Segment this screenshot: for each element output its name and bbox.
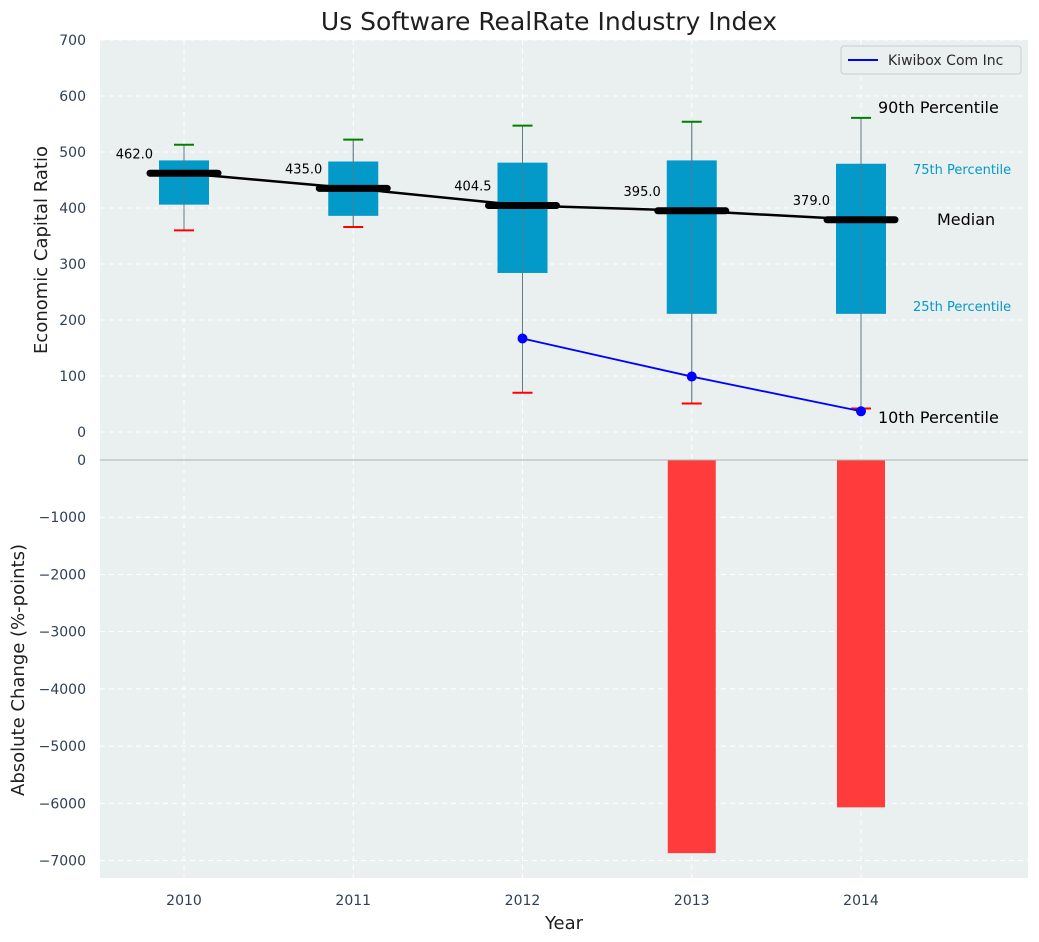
- median-trend-line: [183, 172, 862, 222]
- median-value-label: 404.5: [454, 179, 491, 194]
- percentile-annotations: 90th Percentile 75th Percentile Median 2…: [878, 98, 1011, 427]
- x-tick-label: 2012: [505, 893, 541, 909]
- top-y-ticks: 0 100 200 300 400 500 600 700: [59, 33, 86, 441]
- p75-annotation: 75th Percentile: [913, 163, 1011, 178]
- boxes: 462.0 435.0 404.5 395.0 379.0: [116, 116, 899, 410]
- bottom-y-tick-label: −5000: [39, 739, 86, 755]
- p25-annotation: 25th Percentile: [913, 300, 1011, 315]
- median-value-label: 462.0: [116, 147, 153, 162]
- median-value-label: 435.0: [285, 162, 322, 177]
- company-series: [517, 333, 866, 417]
- top-y-tick-label: 600: [59, 89, 86, 105]
- bottom-y-tick-label: −7000: [39, 854, 86, 870]
- bottom-y-tick-label: −4000: [39, 682, 86, 698]
- legend-box: [840, 45, 1022, 75]
- bottom-y-axis-title: Absolute Change (%-points): [8, 544, 29, 796]
- bottom-plot-background: [100, 460, 1028, 878]
- bottom-y-tick-label: −1000: [39, 510, 86, 526]
- top-y-tick-label: 0: [77, 425, 86, 441]
- top-y-tick-label: 500: [59, 145, 86, 161]
- x-tick-label: 2010: [166, 893, 202, 909]
- bottom-y-tick-label: −3000: [39, 625, 86, 641]
- company-point: [517, 333, 528, 344]
- p90-annotation: 90th Percentile: [878, 98, 999, 117]
- change-bar: [837, 460, 885, 808]
- top-y-axis-title: Economic Capital Ratio: [31, 146, 52, 354]
- median-trend: [183, 172, 862, 222]
- company-point: [856, 406, 866, 417]
- chart-title: Us Software RealRate Industry Index: [321, 7, 777, 36]
- bottom-panel: 0 −1000 −2000 −3000 −4000 −5000 −6000 −7000 201…: [8, 453, 1028, 934]
- bottom-y-tick-label: −2000: [39, 567, 86, 583]
- x-ticks: 2010 2011 2012 2013 2014: [166, 893, 879, 909]
- x-axis-title: Year: [544, 913, 584, 934]
- top-y-tick-label: 200: [59, 313, 86, 329]
- median-annotation: Median: [937, 210, 995, 229]
- company-point: [686, 371, 697, 382]
- bottom-y-tick-label: −6000: [39, 796, 86, 812]
- x-tick-label: 2011: [335, 893, 371, 909]
- p10-annotation: 10th Percentile: [878, 408, 999, 427]
- median-value-label: 379.0: [793, 194, 830, 209]
- legend-label: Kiwibox Com Inc: [888, 53, 1003, 69]
- change-bar: [667, 460, 716, 854]
- top-y-tick-label: 100: [59, 369, 86, 385]
- bars: [667, 460, 885, 854]
- bottom-y-ticks: 0 −1000 −2000 −3000 −4000 −5000 −6000 −7000: [39, 453, 86, 870]
- legend: Kiwibox Com Inc: [840, 45, 1022, 75]
- median-value-label: 395.0: [624, 185, 661, 200]
- top-panel: 0 100 200 300 400 500 600 700 462.0 435.0 404.5 39…: [31, 33, 1028, 460]
- x-tick-label: 2013: [674, 893, 710, 909]
- top-y-tick-label: 300: [59, 257, 86, 273]
- x-tick-label: 2014: [843, 893, 879, 909]
- top-y-tick-label: 700: [59, 33, 86, 49]
- top-y-tick-label: 400: [59, 201, 86, 217]
- bottom-y-tick-label: 0: [77, 453, 86, 469]
